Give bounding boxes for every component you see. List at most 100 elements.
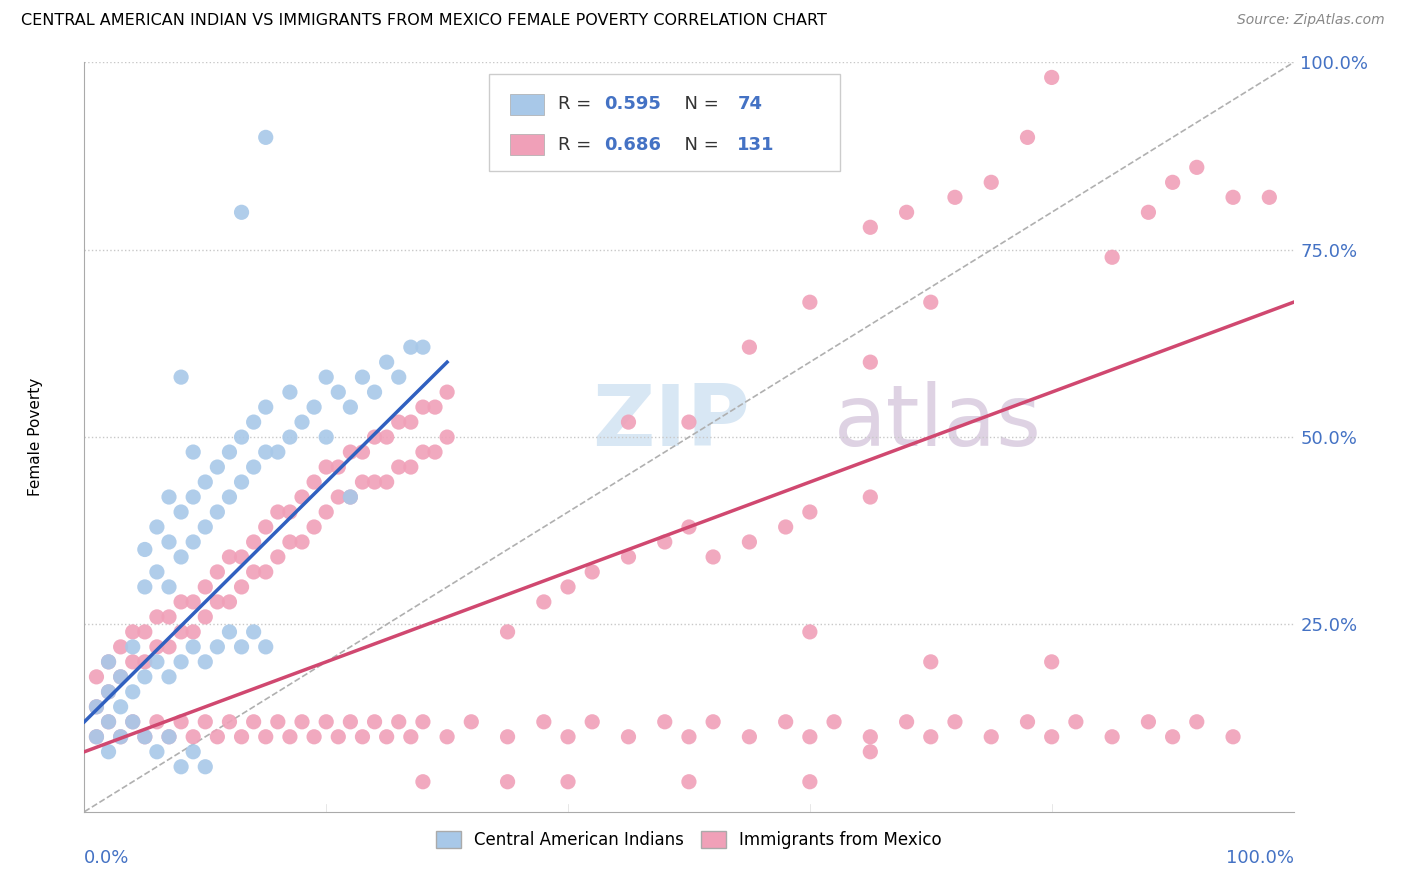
Point — [291, 714, 314, 729]
Point — [533, 595, 555, 609]
Point — [181, 640, 204, 654]
Point — [181, 445, 204, 459]
Point — [581, 565, 603, 579]
Point — [339, 714, 361, 729]
Point — [231, 730, 253, 744]
Point — [654, 714, 676, 729]
Text: N =: N = — [673, 136, 724, 153]
Point — [399, 340, 422, 354]
Point — [738, 730, 761, 744]
Point — [97, 685, 120, 699]
Point — [207, 640, 229, 654]
FancyBboxPatch shape — [510, 94, 544, 115]
Point — [267, 549, 290, 564]
Point — [1040, 655, 1063, 669]
Point — [1101, 730, 1123, 744]
Point — [170, 624, 193, 639]
Point — [920, 730, 942, 744]
Point — [375, 355, 398, 369]
Point — [920, 295, 942, 310]
Point — [460, 714, 482, 729]
Text: R =: R = — [558, 95, 598, 113]
Point — [1137, 714, 1160, 729]
Point — [581, 714, 603, 729]
Point — [339, 400, 361, 414]
Point — [1185, 161, 1208, 175]
Point — [1222, 730, 1244, 744]
Point — [920, 655, 942, 669]
Point — [799, 624, 821, 639]
Text: Source: ZipAtlas.com: Source: ZipAtlas.com — [1237, 13, 1385, 28]
Point — [436, 385, 458, 400]
Point — [146, 745, 169, 759]
Point — [388, 460, 411, 475]
Point — [315, 370, 337, 384]
Point — [110, 699, 132, 714]
Point — [170, 714, 193, 729]
Point — [254, 565, 277, 579]
Point — [363, 714, 385, 729]
Point — [134, 730, 156, 744]
Point — [388, 714, 411, 729]
Point — [134, 624, 156, 639]
Point — [267, 714, 290, 729]
Point — [799, 730, 821, 744]
Point — [170, 370, 193, 384]
Point — [654, 535, 676, 549]
Point — [194, 655, 217, 669]
Point — [97, 745, 120, 759]
Point — [146, 565, 169, 579]
Point — [423, 400, 446, 414]
Point — [278, 730, 301, 744]
Point — [181, 624, 204, 639]
Point — [231, 580, 253, 594]
Point — [291, 415, 314, 429]
Point — [242, 624, 264, 639]
Point — [617, 730, 640, 744]
Point — [86, 699, 108, 714]
Point — [207, 460, 229, 475]
Point — [980, 175, 1002, 189]
Point — [231, 430, 253, 444]
Point — [388, 370, 411, 384]
Point — [231, 475, 253, 489]
Point — [388, 415, 411, 429]
Point — [181, 535, 204, 549]
Point — [291, 490, 314, 504]
Point — [278, 385, 301, 400]
Point — [86, 730, 108, 744]
Point — [315, 714, 337, 729]
Point — [291, 535, 314, 549]
Point — [254, 445, 277, 459]
Point — [146, 655, 169, 669]
Point — [943, 190, 966, 204]
Point — [1258, 190, 1281, 204]
Text: Female Poverty: Female Poverty — [28, 378, 44, 496]
Point — [328, 730, 350, 744]
Point — [110, 730, 132, 744]
Point — [859, 490, 882, 504]
Point — [121, 640, 143, 654]
Point — [896, 714, 918, 729]
Point — [97, 714, 120, 729]
Point — [363, 475, 385, 489]
Point — [231, 205, 253, 219]
Point — [194, 580, 217, 594]
Point — [194, 610, 217, 624]
Point — [146, 714, 169, 729]
Point — [328, 460, 350, 475]
Point — [315, 430, 337, 444]
Point — [412, 445, 434, 459]
Text: 131: 131 — [737, 136, 775, 153]
Point — [315, 505, 337, 519]
Point — [110, 730, 132, 744]
Point — [496, 624, 519, 639]
Point — [121, 714, 143, 729]
Point — [1101, 250, 1123, 264]
Point — [254, 400, 277, 414]
Point — [157, 610, 180, 624]
Point — [678, 774, 700, 789]
Point — [363, 430, 385, 444]
Point — [194, 760, 217, 774]
Text: 0.595: 0.595 — [605, 95, 661, 113]
